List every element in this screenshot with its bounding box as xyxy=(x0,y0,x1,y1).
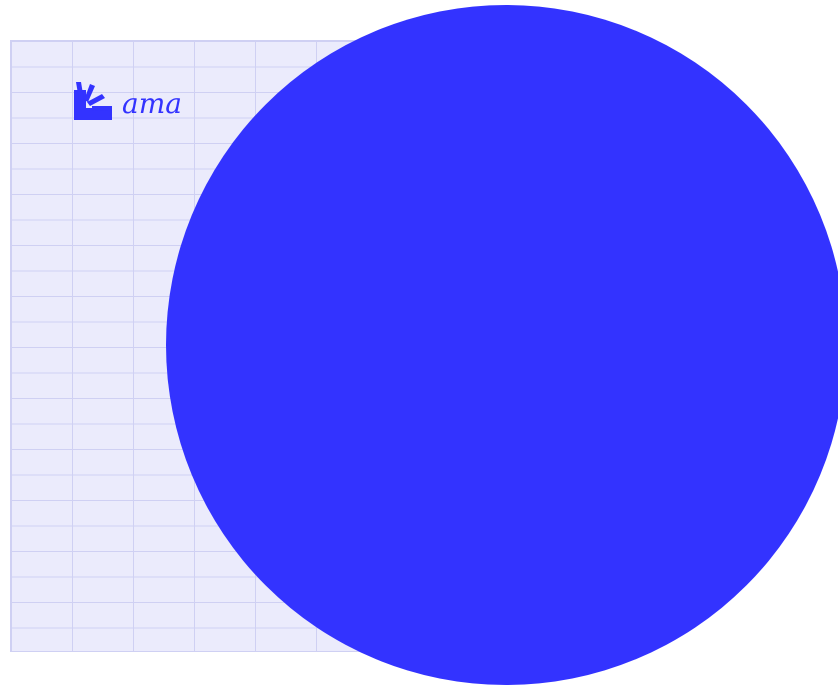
hand-rays-icon xyxy=(74,82,112,120)
large-circle xyxy=(166,5,838,685)
brand-logo: ama xyxy=(72,80,182,120)
brand-name: ama xyxy=(122,87,182,120)
